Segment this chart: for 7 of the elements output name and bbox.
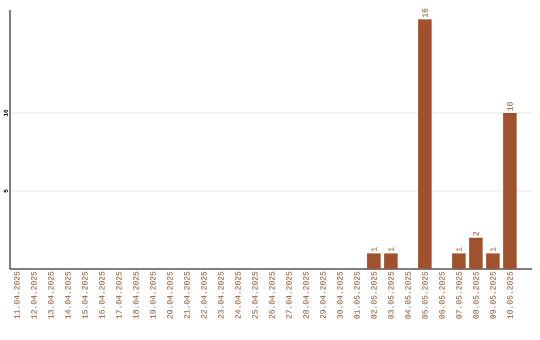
bar — [452, 253, 466, 269]
bar — [469, 238, 483, 269]
bar — [367, 253, 381, 269]
bar — [486, 253, 500, 269]
bar — [503, 112, 517, 269]
bar — [418, 19, 432, 269]
bar — [384, 253, 398, 269]
